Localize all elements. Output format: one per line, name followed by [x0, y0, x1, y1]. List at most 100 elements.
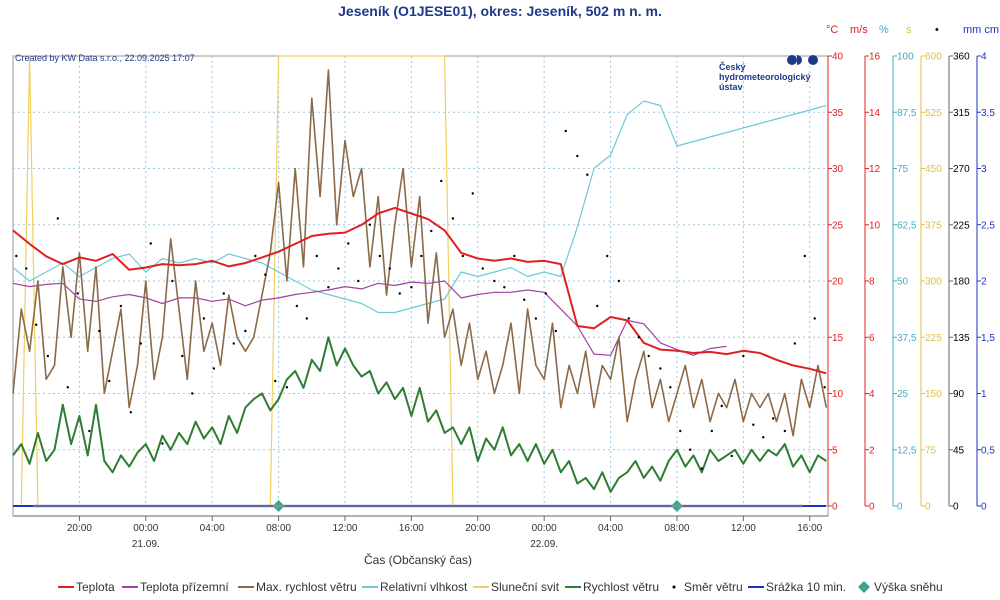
wind-direction-point	[347, 242, 350, 245]
wind-direction-point	[783, 429, 787, 433]
wind-direction-point	[534, 317, 538, 320]
axis-label-rh: 0	[897, 502, 903, 513]
date-label: 21.09.	[132, 539, 160, 550]
wind-direction-point	[564, 129, 567, 133]
wind-direction-point	[669, 386, 672, 389]
series-line-teplota-p-zemn-	[12, 280, 727, 356]
axis-label-sun: 450	[925, 164, 942, 175]
logo-dot-left	[787, 55, 797, 65]
x-axis: 20:00 00:00 04:00 08:00 12:00 16:00 20:00 00:00…	[13, 515, 828, 550]
axis-label-temp: 0	[832, 502, 838, 513]
wind-direction-point	[451, 217, 455, 220]
wind-direction-point	[554, 329, 557, 333]
wind-direction-point	[76, 292, 79, 295]
wind-direction-point	[232, 342, 235, 345]
wind-direction-point	[493, 279, 496, 283]
axis-label-rh: 75	[897, 164, 909, 175]
axis-unit-temp: °C	[826, 24, 838, 36]
wind-direction-point	[523, 298, 526, 301]
axis-label-wind: 16	[869, 52, 881, 63]
wind-direction-point	[378, 254, 382, 258]
x-tick-label: 20:00	[67, 523, 92, 534]
wind-direction-point	[659, 367, 662, 370]
axis-label-precip: 0,5	[981, 445, 995, 456]
axis-unit-dir: •	[935, 24, 939, 36]
axis-label-rh: 37,5	[897, 333, 917, 344]
axis-label-precip: 3	[981, 164, 987, 175]
wind-direction-point	[129, 411, 133, 414]
axis-label-temp: 10	[832, 389, 844, 400]
legend-label: Rychlost větru	[583, 580, 659, 594]
axis-label-rh: 62,5	[897, 220, 917, 231]
wind-direction-point	[244, 329, 247, 333]
axis-label-dir: 0	[953, 502, 959, 513]
legend-label: Relativní vlhkost	[380, 580, 468, 594]
x-tick-label: 12:00	[332, 523, 357, 534]
axis-label-wind: 10	[869, 220, 881, 231]
legend-label: Srážka 10 min.	[766, 580, 846, 594]
wind-direction-point	[689, 448, 692, 451]
wind-direction-point	[305, 317, 308, 320]
logo-dot-half	[797, 55, 802, 65]
axis-label-sun: 75	[925, 445, 937, 456]
axis-label-dir: 45	[953, 445, 965, 456]
wind-direction-point	[181, 354, 184, 358]
axis-label-temp: 25	[832, 220, 844, 231]
wind-direction-point	[88, 429, 91, 433]
axis-label-dir: 315	[953, 108, 970, 119]
x-tick-label: 00:00	[532, 523, 557, 534]
x-tick-label: 08:00	[664, 523, 689, 534]
axis-label-dir: 225	[953, 220, 970, 231]
wind-direction-point	[327, 286, 330, 289]
wind-direction-point	[596, 304, 599, 308]
legend-label: Směr větru	[684, 580, 743, 594]
wind-direction-point	[285, 386, 289, 389]
axis-label-wind: 8	[869, 277, 875, 288]
axis-label-wind: 0	[869, 502, 875, 513]
wind-direction-point	[606, 254, 609, 258]
logo-line-1: Český	[719, 61, 746, 72]
legend-swatch	[858, 581, 870, 593]
legend-label: Sluneční svit	[491, 580, 560, 594]
wind-direction-point	[388, 267, 391, 270]
wind-direction-point	[15, 254, 18, 258]
axis-label-sun: 0	[925, 502, 931, 513]
series-line-max-rychlost-v-tru	[12, 69, 828, 437]
x-tick-label: 16:00	[797, 523, 822, 534]
wind-direction-point	[420, 254, 423, 258]
logo-line-2: hydrometeorologický	[719, 72, 811, 82]
axis-label-wind: 12	[869, 164, 881, 175]
x-tick-label: 08:00	[266, 523, 291, 534]
wind-direction-point	[35, 323, 38, 326]
wind-direction-point	[679, 429, 682, 433]
wind-direction-point	[368, 223, 372, 226]
legend-label: Teplota přízemní	[140, 580, 229, 594]
wind-direction-point	[430, 229, 433, 233]
axis-label-rh: 100	[897, 52, 914, 63]
wind-direction-point	[222, 292, 226, 295]
x-tick-label: 04:00	[200, 523, 225, 534]
axis-label-temp: 15	[832, 333, 844, 344]
chart-title: Jeseník (O1JESE01), okres: Jeseník, 502 …	[338, 3, 662, 19]
chmi-logo: Český hydrometeorologický ústav	[719, 55, 818, 92]
wind-direction-point	[742, 354, 745, 358]
wind-direction-point	[337, 267, 340, 270]
x-tick-label: 12:00	[731, 523, 756, 534]
series-line-relativn-vlhkost	[12, 100, 827, 314]
wind-direction-point	[295, 304, 299, 308]
wind-direction-point	[461, 254, 465, 258]
wind-direction-point	[752, 423, 755, 426]
series-line-rychlost-v-tru	[12, 336, 827, 493]
axis-label-wind: 14	[869, 108, 881, 119]
wind-direction-point	[471, 192, 474, 195]
axes-layer: 0510152025303540°C0246810121416m/s012,52…	[826, 24, 999, 513]
axis-label-dir: 180	[953, 277, 970, 288]
x-tick-label: 16:00	[399, 523, 424, 534]
axis-label-rh: 12,5	[897, 445, 917, 456]
wind-direction-point	[108, 379, 111, 383]
wind-direction-point	[576, 154, 579, 158]
axis-unit-rh: %	[879, 24, 889, 36]
axis-label-sun: 300	[925, 277, 942, 288]
legend: Teplota Teplota přízemní Max. rychlost vět…	[58, 580, 943, 594]
